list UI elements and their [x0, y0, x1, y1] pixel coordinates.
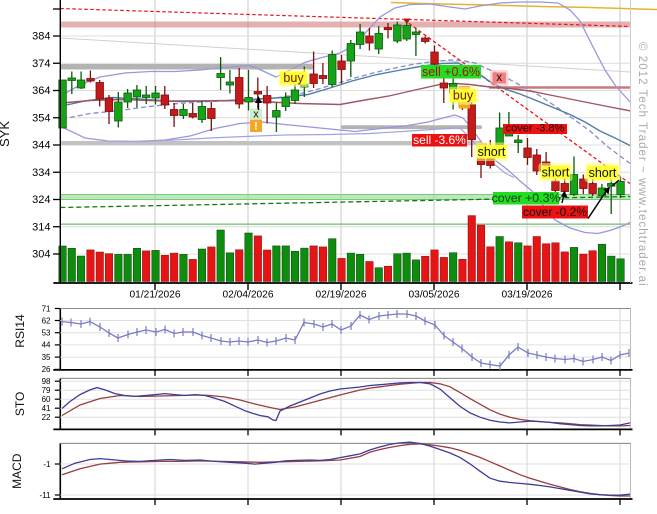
svg-text:60: 60 [42, 395, 51, 404]
svg-text:44: 44 [42, 341, 51, 350]
svg-text:03/05/2026: 03/05/2026 [409, 290, 460, 301]
svg-text:short: short [589, 166, 617, 180]
svg-text:41: 41 [42, 404, 51, 413]
svg-text:26: 26 [42, 365, 51, 374]
svg-text:304: 304 [32, 249, 50, 261]
svg-text:-1: -1 [43, 460, 51, 469]
svg-text:22: 22 [42, 413, 51, 422]
svg-text:324: 324 [32, 194, 50, 206]
svg-text:344: 344 [32, 140, 50, 152]
svg-text:35: 35 [42, 353, 51, 362]
svg-text:buy: buy [283, 71, 304, 85]
svg-text:98: 98 [42, 377, 51, 386]
svg-text:buy: buy [453, 89, 474, 103]
svg-text:03/19/2026: 03/19/2026 [502, 290, 553, 301]
svg-text:01/21/2026: 01/21/2026 [130, 290, 181, 301]
svg-text:cover -0.2%: cover -0.2% [523, 205, 587, 219]
svg-text:62: 62 [42, 316, 51, 325]
svg-text:364: 364 [32, 85, 50, 97]
svg-text:02/19/2026: 02/19/2026 [316, 290, 367, 301]
svg-text:sell -3.6%: sell -3.6% [413, 133, 466, 147]
svg-text:354: 354 [32, 112, 50, 124]
svg-text:71: 71 [42, 304, 51, 313]
svg-text:314: 314 [32, 221, 50, 233]
svg-text:02/04/2026: 02/04/2026 [223, 290, 274, 301]
svg-text:-11: -11 [40, 491, 52, 500]
svg-text:SYK: SYK [0, 121, 12, 147]
svg-text:short: short [542, 166, 570, 180]
svg-text:79: 79 [42, 386, 51, 395]
svg-text:MACD: MACD [10, 453, 24, 489]
svg-text:334: 334 [32, 167, 50, 179]
svg-text:!: ! [254, 121, 258, 133]
svg-text:384: 384 [32, 31, 50, 43]
svg-text:374: 374 [32, 58, 50, 70]
svg-text:cover +0.3%: cover +0.3% [492, 191, 561, 205]
svg-text:x: x [496, 72, 502, 84]
svg-text:STO: STO [13, 392, 27, 416]
svg-text:sell +0.6%: sell +0.6% [422, 65, 480, 79]
svg-text:RSI14: RSI14 [13, 314, 27, 348]
svg-text:x: x [253, 109, 259, 121]
svg-text:cover -3.8%: cover -3.8% [506, 123, 565, 135]
svg-text:short: short [478, 145, 506, 159]
svg-text:© 2012 Tech Trader ~ www.techt: © 2012 Tech Trader ~ www.techtrader.ai [636, 42, 648, 287]
svg-text:53: 53 [42, 329, 51, 338]
